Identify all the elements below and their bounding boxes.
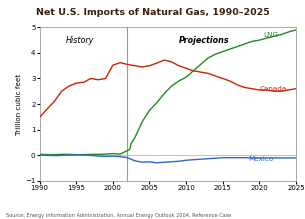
Text: Net U.S. Imports of Natural Gas, 1990–2025: Net U.S. Imports of Natural Gas, 1990–20… (36, 8, 269, 17)
Y-axis label: Trillion cubic feet: Trillion cubic feet (16, 73, 22, 135)
Text: LNG: LNG (263, 32, 278, 37)
Text: Projections: Projections (179, 36, 230, 45)
Text: Mexico: Mexico (248, 156, 274, 162)
Text: Canada: Canada (259, 86, 286, 92)
Text: Source: Energy Information Administration, Annual Energy Outlook 2004, Reference: Source: Energy Information Administratio… (6, 213, 231, 218)
Text: History: History (66, 36, 94, 45)
